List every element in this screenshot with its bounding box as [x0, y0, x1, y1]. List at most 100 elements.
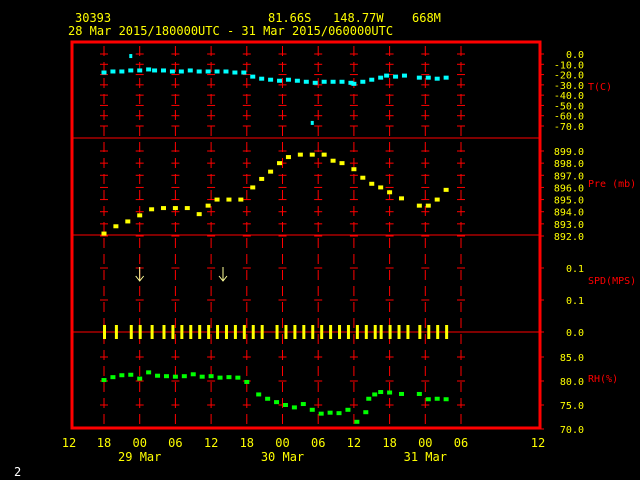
wind-arrow-head: [218, 275, 228, 282]
wind-bar: [355, 325, 359, 339]
y-tick-label: 894.0: [554, 208, 584, 219]
wind-bar: [260, 325, 264, 339]
data-point: [366, 396, 372, 401]
data-point: [128, 372, 134, 377]
data-point: [425, 75, 431, 80]
data-point: [351, 81, 357, 86]
data-point: [416, 75, 422, 80]
wind-bar: [275, 325, 279, 339]
data-point: [327, 410, 333, 415]
data-point: [169, 69, 175, 74]
y-tick-label: -30.0: [554, 81, 584, 92]
page-number: 2: [14, 465, 22, 479]
y-tick-label: 899.0: [554, 147, 584, 158]
data-point: [285, 77, 291, 82]
data-point: [178, 69, 184, 74]
wind-bar: [284, 325, 288, 339]
data-point: [238, 197, 244, 202]
wind-bar: [198, 325, 202, 339]
wind-bar: [406, 325, 410, 339]
y-tick-label: 0.0: [566, 328, 584, 339]
station-lon: 148.77W: [333, 11, 384, 25]
data-point: [443, 397, 449, 402]
data-point: [309, 407, 315, 412]
data-point: [312, 80, 318, 85]
data-point: [401, 73, 407, 78]
wind-bar: [379, 325, 383, 339]
wind-arrow-head: [135, 275, 145, 282]
wind-bar: [189, 325, 193, 339]
wind-bar: [162, 325, 166, 339]
data-point: [372, 392, 378, 397]
wind-bar: [207, 325, 211, 339]
data-point: [172, 206, 178, 211]
data-point: [277, 78, 283, 83]
data-point: [425, 203, 431, 208]
data-point: [119, 69, 125, 74]
data-point: [214, 69, 220, 74]
wind-bar: [138, 325, 142, 339]
data-point: [274, 400, 280, 405]
data-point: [360, 175, 366, 180]
data-point: [434, 76, 440, 81]
data-point: [285, 155, 291, 160]
station-elevation: 668M: [412, 11, 441, 25]
wind-bar: [338, 325, 342, 339]
data-point: [321, 79, 327, 84]
y-tick-label: 0.0: [566, 50, 584, 61]
x-tick-label: 18: [97, 436, 111, 450]
data-point: [128, 68, 134, 73]
data-point: [110, 375, 116, 380]
data-point: [199, 374, 205, 379]
data-point: [330, 79, 336, 84]
wind-bar: [346, 325, 350, 339]
data-point: [223, 69, 229, 74]
panel-name-label: Pre (mb): [588, 179, 636, 190]
data-point: [268, 77, 274, 82]
y-tick-label: 898.0: [554, 159, 584, 170]
x-tick-label: 12: [204, 436, 218, 450]
y-tick-label: 897.0: [554, 171, 584, 182]
y-tick-label: 893.0: [554, 220, 584, 231]
data-point: [378, 185, 384, 190]
data-point: [309, 152, 315, 157]
x-tick-label: 12: [347, 436, 361, 450]
data-point: [360, 79, 366, 84]
data-point: [297, 152, 303, 157]
y-tick-label: 895.0: [554, 196, 584, 207]
data-point: [101, 70, 107, 75]
data-point: [339, 79, 345, 84]
wind-bar: [114, 325, 118, 339]
wind-bar: [397, 325, 401, 339]
y-tick-label: -10.0: [554, 60, 584, 71]
x-tick-label: 18: [382, 436, 396, 450]
x-tick-label: 12: [62, 436, 76, 450]
y-tick-label: -20.0: [554, 71, 584, 82]
data-point: [416, 203, 422, 208]
y-tick-label: 80.0: [560, 377, 584, 388]
data-point: [205, 203, 211, 208]
wind-bar: [329, 325, 333, 339]
wind-bar: [293, 325, 297, 339]
y-tick-label: -40.0: [554, 91, 584, 102]
data-point: [363, 410, 369, 415]
data-point: [250, 74, 256, 79]
wind-bar: [103, 325, 106, 339]
data-point: [172, 374, 178, 379]
data-point: [152, 68, 158, 73]
wind-bar: [436, 325, 440, 339]
data-point-outlier: [310, 120, 314, 125]
y-tick-label: -50.0: [554, 101, 584, 112]
data-point: [181, 374, 187, 379]
data-point: [399, 391, 404, 396]
data-point: [196, 69, 202, 74]
wind-bar: [388, 325, 392, 339]
data-point: [101, 378, 107, 383]
data-point: [387, 190, 393, 195]
data-point: [369, 77, 375, 82]
data-point: [387, 390, 393, 395]
data-point: [226, 197, 232, 202]
wind-bar: [251, 325, 255, 339]
x-day-label: 29 Mar: [118, 450, 161, 464]
